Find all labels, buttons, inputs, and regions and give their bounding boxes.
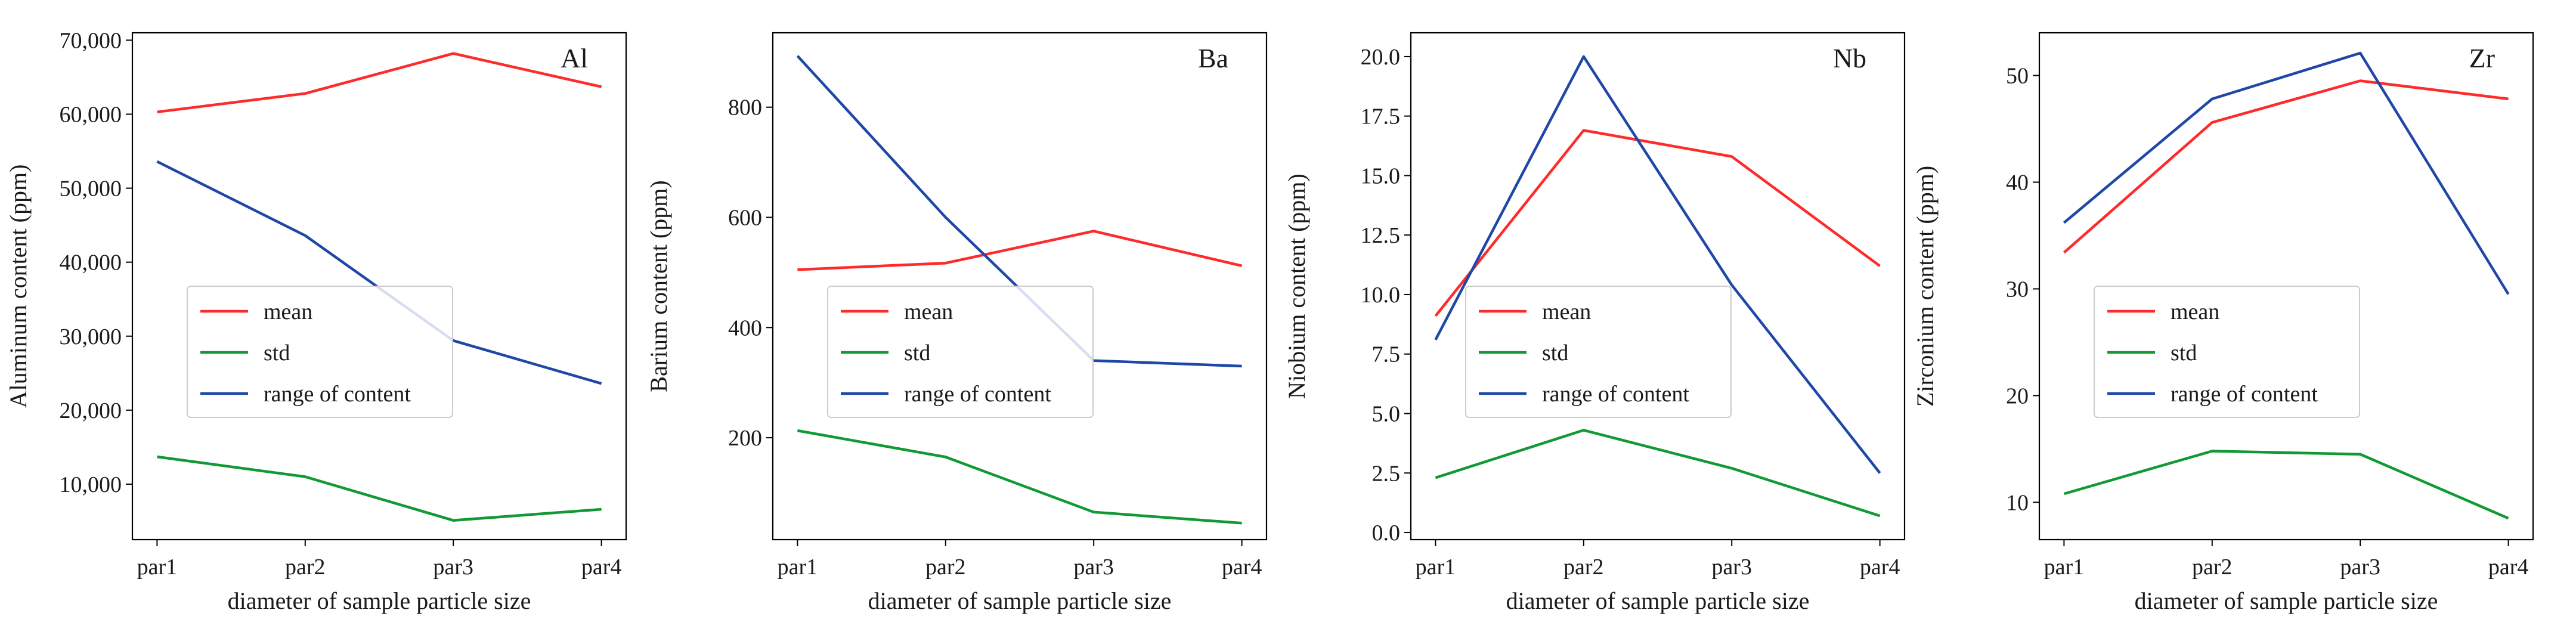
x-axis-label: diameter of sample particle size xyxy=(228,587,531,614)
chart-panel-ba: 200 400 600 800 par1 par2 par3 par4 mean std range… xyxy=(645,32,1268,614)
y-axis-label: Zirconium content (ppm) xyxy=(1912,166,1939,407)
legend-label: range of content xyxy=(264,382,411,407)
y-tick-label: 20.0 xyxy=(1361,45,1401,70)
y-tick-label: 800 xyxy=(728,95,762,120)
legend-label: range of content xyxy=(1542,382,1689,407)
y-tick-label: 30 xyxy=(2006,277,2029,302)
y-tick-label: 50 xyxy=(2006,64,2029,89)
y-tick-label: 600 xyxy=(728,206,762,231)
y-axis-label: Barium content (ppm) xyxy=(645,180,672,392)
legend-label: range of content xyxy=(904,382,1051,407)
x-tick-label: par1 xyxy=(137,555,178,580)
legend-label: std xyxy=(904,340,930,366)
legend-label: std xyxy=(264,340,290,366)
panel-title: Ba xyxy=(1198,43,1228,73)
legend-box xyxy=(827,286,1094,418)
panel-title: Zr xyxy=(2469,43,2495,73)
series-line-mean xyxy=(2063,79,2509,254)
y-tick-label: 60,000 xyxy=(60,102,122,127)
axes-frame xyxy=(772,32,1268,541)
x-tick-label: par4 xyxy=(581,555,622,580)
chart-panel-zr: 10 20 30 40 50 par1 par2 par3 par4 mean std range o… xyxy=(1912,32,2534,614)
legend-label: std xyxy=(2171,340,2197,366)
legend-label: mean xyxy=(904,299,953,324)
legend-label: mean xyxy=(1542,299,1591,324)
x-tick-label: par1 xyxy=(1416,555,1456,580)
series-line-mean xyxy=(157,52,602,114)
legend-box xyxy=(1465,286,1732,418)
chart-panel-nb: 0.0 2.5 5.0 7.5 10.0 12.5 15.0 17.5 20.0 par1 par2… xyxy=(1283,32,1906,614)
series-line-range-of-content xyxy=(1434,55,1881,474)
x-tick-label: par4 xyxy=(1860,555,1900,580)
x-axis-label: diameter of sample particle size xyxy=(868,587,1172,614)
x-axis-label: diameter of sample particle size xyxy=(2135,587,2438,614)
y-tick-label: 7.5 xyxy=(1372,342,1401,367)
y-tick-label: 2.5 xyxy=(1372,461,1401,486)
legend: mean std range of content xyxy=(1465,286,1732,418)
y-tick-label: 5.0 xyxy=(1372,401,1401,426)
y-tick-label: 400 xyxy=(728,315,762,340)
y-tick-label: 17.5 xyxy=(1361,104,1401,129)
y-axis-label: Aluminum content (ppm) xyxy=(5,165,32,408)
series-line-mean xyxy=(797,230,1243,271)
y-tick-label: 200 xyxy=(728,426,762,451)
x-tick-label: par2 xyxy=(1563,555,1604,580)
x-tick-label: par1 xyxy=(778,555,818,580)
x-tick-label: par1 xyxy=(2044,555,2085,580)
legend-label: range of content xyxy=(2171,382,2318,407)
panel-title: Al xyxy=(561,43,588,73)
series-line-mean xyxy=(1434,129,1881,317)
series-line-std xyxy=(157,455,602,522)
y-tick-label: 0.0 xyxy=(1372,521,1401,546)
y-tick-label: 12.5 xyxy=(1361,223,1401,248)
x-axis-label: diameter of sample particle size xyxy=(1506,587,1810,614)
y-tick-label: 20,000 xyxy=(60,398,122,423)
x-tick-label: par2 xyxy=(285,555,326,580)
legend: mean std range of content xyxy=(827,286,1094,418)
x-tick-label: par2 xyxy=(925,555,966,580)
legend-label: mean xyxy=(2171,299,2219,324)
legend: mean std range of content xyxy=(2094,286,2360,418)
y-tick-label: 70,000 xyxy=(60,28,122,53)
y-tick-label: 40,000 xyxy=(60,250,122,275)
series-line-std xyxy=(1435,429,1881,518)
axes-frame xyxy=(1410,32,1906,541)
legend-box xyxy=(187,286,453,418)
y-axis-label: Niobium content (ppm) xyxy=(1283,174,1310,399)
x-tick-label: par2 xyxy=(2192,555,2233,580)
y-tick-label: 20 xyxy=(2006,383,2029,408)
x-tick-label: par3 xyxy=(433,555,473,580)
chart-panel-al: 10,000 20,000 30,000 40,000 50,000 60,000 70,0… xyxy=(5,28,627,614)
y-tick-label: 30,000 xyxy=(60,324,122,349)
y-tick-label: 40 xyxy=(2006,171,2029,196)
panel-title: Nb xyxy=(1833,43,1866,73)
y-tick-label: 10 xyxy=(2006,490,2029,515)
y-tick-label: 10.0 xyxy=(1361,283,1401,308)
legend-box xyxy=(2094,286,2360,418)
legend-label: std xyxy=(1542,340,1568,366)
x-tick-label: par3 xyxy=(1073,555,1114,580)
x-tick-label: par3 xyxy=(2340,555,2380,580)
series-line-std xyxy=(2063,450,2509,520)
y-tick-label: 10,000 xyxy=(60,472,122,497)
legend-label: mean xyxy=(264,299,312,324)
series-line-std xyxy=(797,429,1242,525)
y-tick-label: 15.0 xyxy=(1361,163,1401,188)
x-tick-label: par3 xyxy=(1711,555,1752,580)
axes-frame xyxy=(131,32,627,541)
legend: mean std range of content xyxy=(187,286,453,418)
x-tick-label: par4 xyxy=(1222,555,1262,580)
series-line-range-of-content xyxy=(2063,51,2510,295)
x-tick-label: par4 xyxy=(2488,555,2529,580)
y-tick-label: 50,000 xyxy=(60,177,122,202)
axes-frame xyxy=(2038,32,2534,541)
